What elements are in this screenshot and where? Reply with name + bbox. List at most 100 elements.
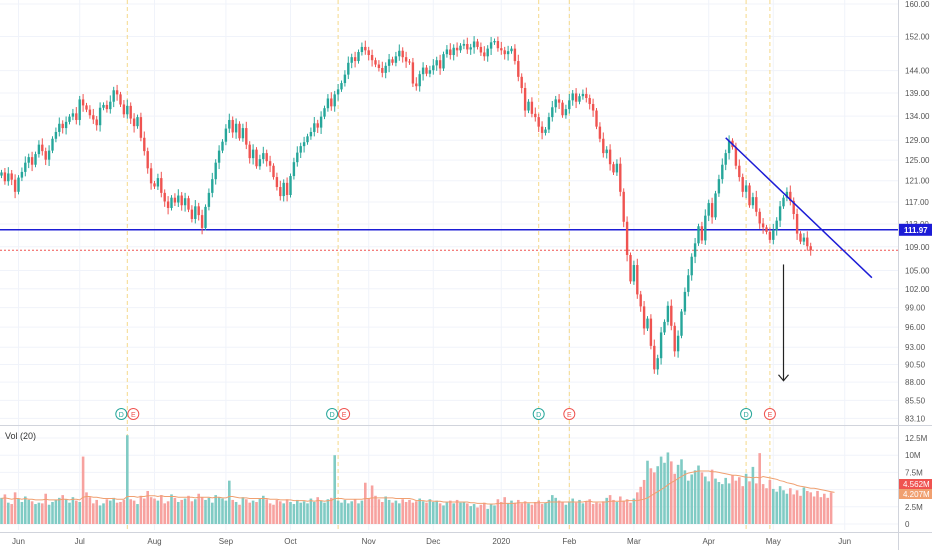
volume-bar (357, 503, 360, 524)
volume-bar (109, 500, 112, 524)
volume-bar (520, 503, 523, 524)
earnings-marker[interactable] (763, 408, 776, 420)
volume-value-badge (899, 489, 932, 499)
candle-body (251, 149, 255, 159)
candle-body (561, 102, 564, 116)
candle-body (442, 54, 445, 69)
candle-body (557, 99, 561, 103)
dividend-marker[interactable] (115, 408, 128, 420)
volume-bar (687, 480, 690, 524)
volume-bar (262, 495, 265, 524)
candle-body (663, 321, 666, 333)
volume-bar (707, 481, 710, 524)
volume-bar (251, 500, 255, 524)
candle-body (472, 41, 476, 48)
candle-body (95, 119, 98, 126)
candlestick-series (0, 36, 812, 375)
candle-body (435, 60, 438, 66)
candle-body (272, 165, 275, 178)
earnings-marker[interactable] (338, 408, 351, 420)
trend-line[interactable] (725, 137, 873, 279)
volume-bar (136, 504, 139, 524)
volume-bar (17, 498, 20, 524)
arrow-head[interactable] (778, 374, 789, 382)
volume-bar (30, 501, 34, 524)
volume-bar (717, 482, 721, 524)
volume-bar (574, 502, 578, 524)
time-axis: Jun Jul Aug Sep Oct Nov Dec 2020 Feb Mar Apr May Jun (12, 537, 851, 546)
candle-body (126, 105, 129, 115)
volume-bars (0, 435, 833, 524)
candle-body (370, 55, 374, 61)
volume-bar (738, 477, 741, 524)
volume-bar (163, 503, 166, 524)
candle-body (153, 183, 156, 187)
candle-body (527, 101, 530, 111)
candle-body (809, 246, 812, 251)
volume-bar (316, 497, 319, 524)
dividend-marker[interactable] (532, 408, 545, 420)
candle-body (228, 119, 231, 129)
volume-bar (343, 499, 347, 524)
candle-body (534, 113, 537, 118)
candle-body (646, 318, 649, 329)
candle-body (268, 161, 272, 166)
drawings[interactable] (725, 137, 873, 382)
volume-bar (496, 499, 500, 524)
volume-bar (585, 501, 588, 524)
candle-body (17, 177, 20, 192)
volume-bar (408, 499, 411, 524)
candle-body (119, 94, 122, 105)
candle-body (190, 209, 194, 219)
candle-body (540, 126, 544, 133)
candle-body (537, 117, 540, 127)
dividend-marker[interactable] (740, 408, 753, 420)
volume-bar (622, 500, 625, 524)
volume-bar (149, 497, 153, 524)
candle-body (10, 173, 13, 180)
volume-bar (306, 503, 309, 524)
candle-body (544, 129, 547, 133)
volume-bar (517, 499, 520, 524)
price-tick-label: 152.00 (905, 32, 930, 41)
candle-body (517, 61, 520, 77)
volume-bar (211, 502, 214, 524)
price-tick-label: 139.00 (905, 89, 930, 98)
candle-body (608, 149, 612, 165)
candle-body (724, 153, 727, 165)
earnings-marker[interactable] (127, 408, 140, 420)
event-marker-label: D (536, 412, 541, 419)
volume-bar (3, 494, 7, 524)
candle-body (459, 45, 462, 51)
volume-bar (806, 490, 809, 524)
volume-bar (323, 502, 326, 524)
candle-body (211, 179, 214, 193)
candle-body (551, 107, 554, 118)
candle-body (421, 67, 425, 75)
candle-body (751, 197, 755, 206)
price-tick-label: 129.00 (905, 136, 930, 145)
volume-bar (782, 490, 785, 524)
candle-body (20, 171, 24, 178)
volume-bar (554, 497, 557, 524)
volume-bar (785, 493, 789, 524)
price-tick-label: 144.00 (905, 67, 930, 76)
earnings-marker[interactable] (563, 408, 576, 420)
candle-body (340, 83, 343, 90)
volume-bar (61, 495, 64, 524)
candle-body (231, 119, 234, 133)
candle-body (224, 128, 228, 142)
time-tick-label: Jun (12, 537, 25, 546)
candle-body (68, 116, 71, 122)
volume-bar (619, 496, 622, 524)
volume-bar (486, 508, 489, 524)
volume-bar (540, 504, 544, 524)
volume-bar (744, 473, 748, 524)
volume-bar (568, 501, 571, 524)
dividend-marker[interactable] (326, 408, 339, 420)
time-tick-label: Oct (284, 537, 297, 546)
price-tick-label: 90.50 (905, 360, 926, 369)
candle-body (673, 325, 676, 352)
